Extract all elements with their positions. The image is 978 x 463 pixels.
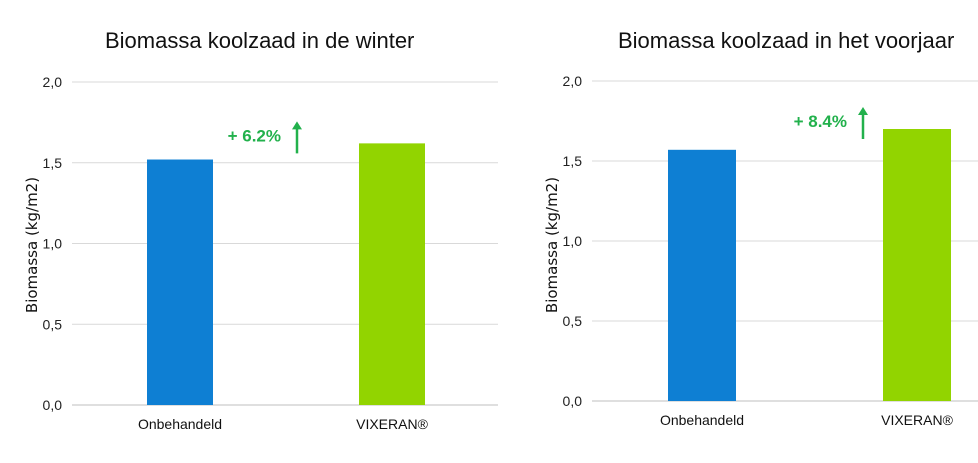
bar-chart-winter: 0,0 0,5 1,0 1,5 2,0 Onbehandeld VIXERAN® + 6.… [43, 74, 498, 432]
chart-winter: Biomassa koolzaad in de winter Biomassa … [23, 28, 498, 432]
y-tick-label: 1,5 [563, 153, 583, 169]
y-tick-label: 0,0 [43, 397, 63, 413]
increase-annotation: + 6.2% [228, 126, 281, 145]
bar-onbehandeld [147, 159, 213, 405]
y-tick-label: 1,0 [43, 236, 63, 252]
y-tick-label: 0,0 [563, 393, 583, 409]
bar-vixeran [883, 129, 951, 401]
x-category-label: VIXERAN® [356, 416, 428, 432]
x-category-label: VIXERAN® [881, 412, 953, 428]
bar-chart-spring: 0,0 0,5 1,0 1,5 2,0 Onbehandeld VIXERAN® + 8.… [563, 73, 978, 428]
y-tick-label: 0,5 [43, 316, 63, 332]
up-arrow-icon [292, 121, 302, 154]
bar-vixeran [359, 143, 425, 405]
x-category-label: Onbehandeld [138, 416, 222, 432]
y-tick-label: 1,5 [43, 155, 63, 171]
increase-annotation: + 8.4% [794, 112, 847, 131]
bar-onbehandeld [668, 149, 736, 401]
chart-spring: Biomassa koolzaad in het voorjaar Biomas… [500, 0, 978, 463]
y-tick-label: 0,5 [563, 313, 583, 329]
x-category-label: Onbehandeld [660, 412, 744, 428]
y-tick-label: 1,0 [563, 233, 583, 249]
chart-title: Biomassa koolzaad in het voorjaar [618, 28, 955, 53]
y-tick-label: 2,0 [43, 74, 63, 90]
chart-title: Biomassa koolzaad in de winter [105, 28, 415, 53]
up-arrow-icon [858, 107, 868, 139]
y-tick-label: 2,0 [563, 73, 583, 89]
